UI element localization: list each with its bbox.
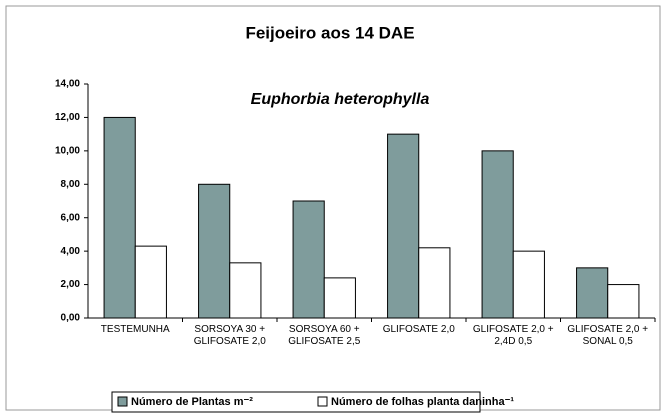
y-tick-label: 2,00 bbox=[61, 279, 81, 290]
y-tick-label: 4,00 bbox=[61, 246, 81, 257]
bar bbox=[512, 250, 545, 319]
x-tick-label: GLIFOSATE 2,0 bbox=[382, 324, 455, 335]
bar bbox=[607, 284, 640, 319]
bar bbox=[481, 150, 514, 319]
y-tick-label: 12,00 bbox=[55, 112, 80, 123]
x-tick-label: TESTEMUNHA bbox=[100, 324, 170, 335]
chart-title: Feijoeiro aos 14 DAE bbox=[245, 23, 414, 42]
y-tick-label: 10,00 bbox=[55, 145, 80, 156]
legend-swatch bbox=[117, 396, 128, 407]
legend-label: Número de folhas planta daninha⁻¹ bbox=[331, 396, 514, 408]
x-tick-label: SORSOYA 30 + GLIFOSATE 2,0 bbox=[193, 324, 266, 347]
x-tick-label: GLIFOSATE 2,0 + SONAL 0,5 bbox=[567, 324, 649, 347]
bar bbox=[292, 200, 325, 319]
x-tick-label: GLIFOSATE 2,0 + 2,4D 0,5 bbox=[472, 324, 554, 347]
bar bbox=[576, 267, 609, 319]
chart-subtitle: Euphorbia heterophylla bbox=[251, 91, 430, 108]
bar bbox=[229, 262, 262, 319]
y-tick-label: 14,00 bbox=[55, 79, 80, 90]
y-tick-label: 8,00 bbox=[61, 179, 81, 190]
bar bbox=[418, 247, 451, 319]
bar bbox=[103, 116, 136, 319]
x-tick-label: SORSOYA 60 + GLIFOSATE 2,5 bbox=[288, 324, 361, 347]
bar bbox=[134, 245, 167, 319]
bar bbox=[323, 277, 356, 319]
bar bbox=[198, 183, 231, 319]
y-tick-label: 6,00 bbox=[61, 212, 81, 223]
y-tick-label: 0,00 bbox=[61, 313, 81, 324]
legend-box bbox=[111, 391, 481, 413]
legend-label: Número de Plantas m⁻² bbox=[131, 396, 253, 408]
bar bbox=[387, 133, 420, 319]
legend-swatch bbox=[317, 396, 328, 407]
